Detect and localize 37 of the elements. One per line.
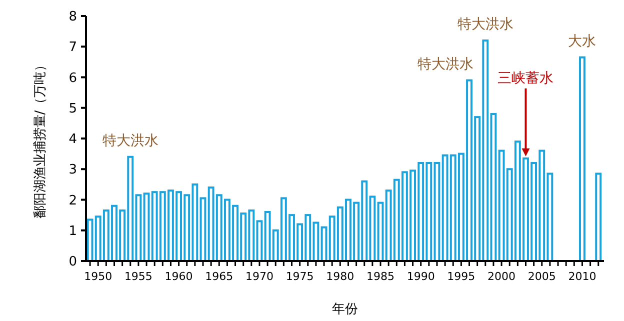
bar (143, 192, 150, 262)
x-tick-label: 2000 (488, 270, 516, 283)
x-tick-label: 1980 (326, 270, 354, 283)
annotation: 特大洪水 (102, 132, 158, 149)
x-axis-title: 年份 (332, 302, 358, 317)
x-tick-label: 1960 (164, 270, 193, 283)
y-tick-label: 7 (68, 40, 77, 56)
annotation: 特大洪水 (417, 56, 474, 72)
y-tick-label: 2 (68, 193, 77, 208)
bar (498, 150, 505, 262)
x-tick-label: 1995 (447, 270, 476, 283)
y-axis-title: 鄱阳湖渔业捕捞量/（万吨） (33, 58, 48, 219)
bar (256, 220, 263, 262)
x-tick-label: 1965 (205, 270, 234, 283)
x-tick-label: 2005 (528, 270, 556, 283)
bar (595, 172, 602, 262)
y-tick-label: 5 (68, 101, 77, 116)
y-tick-label: 8 (68, 10, 77, 24)
bar (434, 162, 440, 262)
bar (578, 56, 586, 262)
annotation: 特大洪水 (457, 16, 514, 32)
x-tick-label: 1955 (124, 270, 152, 283)
x-tick-label: 1985 (366, 270, 394, 283)
y-tick-label: 3 (68, 162, 77, 178)
y-tick-label: 4 (68, 132, 77, 147)
y-tick-label: 6 (68, 70, 77, 86)
x-tick-label: 1970 (245, 270, 274, 283)
annotation: 大水 (568, 33, 596, 50)
bar (200, 197, 206, 262)
x-tick-label: 1950 (84, 270, 112, 283)
y-tick-label: 0 (68, 254, 77, 270)
x-tick-label: 1975 (286, 270, 314, 283)
annotation: 三峡蓄水 (498, 70, 554, 86)
x-tick-label: 1990 (406, 270, 435, 283)
x-tick-label: 2010 (568, 270, 596, 283)
y-tick-label: 1 (68, 224, 77, 239)
bar (377, 202, 384, 262)
